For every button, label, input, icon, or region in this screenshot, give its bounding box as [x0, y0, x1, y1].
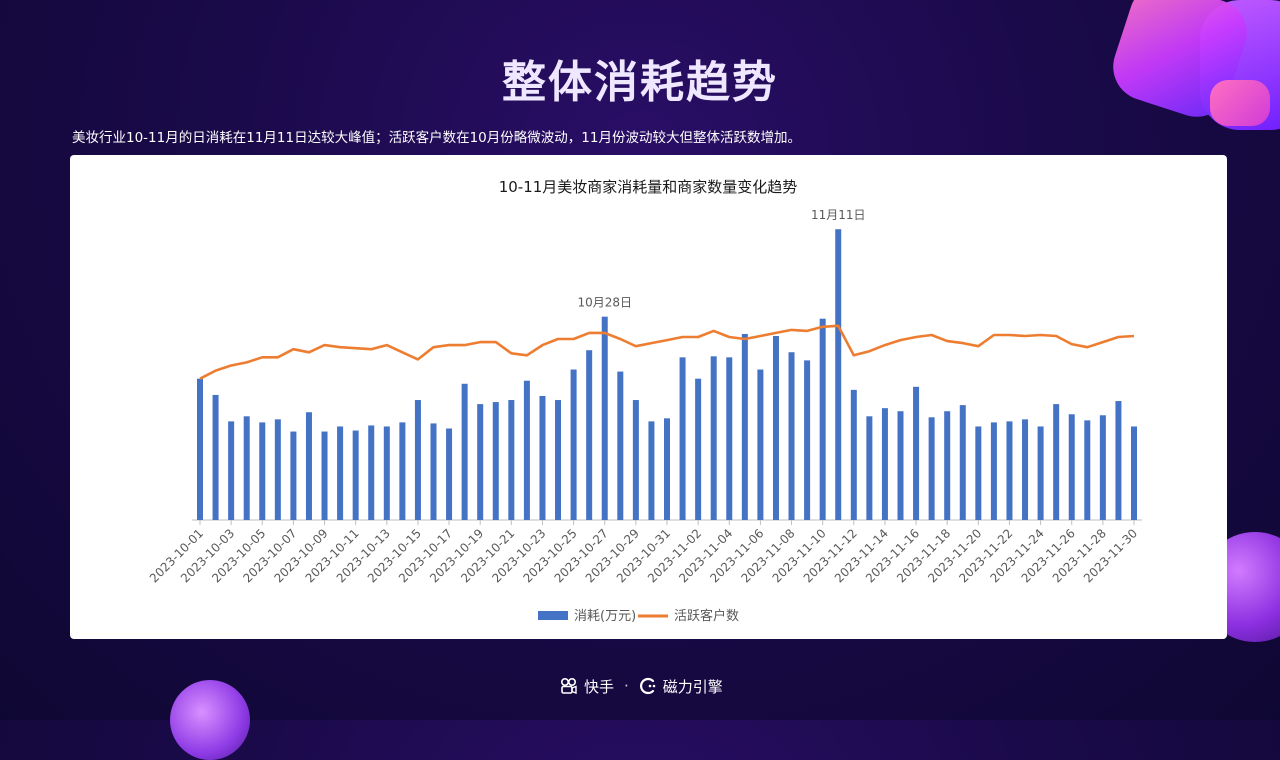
- bar: [586, 350, 593, 520]
- bar: [664, 418, 670, 520]
- bar: [1099, 415, 1106, 520]
- bar: [539, 395, 546, 520]
- bar: [383, 426, 390, 520]
- bar: [508, 400, 515, 520]
- bar: [259, 422, 266, 520]
- bar: [648, 421, 655, 520]
- bar: [601, 316, 608, 520]
- bar: [944, 411, 951, 520]
- footer-brand: 快手 · 磁力引擎: [560, 674, 723, 698]
- legend-label-bar: 消耗(万元): [574, 609, 636, 624]
- bar: [1037, 426, 1044, 520]
- bar: [305, 412, 312, 520]
- bar: [897, 411, 904, 520]
- line-series-active-customers: [199, 324, 1135, 380]
- bar: [352, 430, 359, 520]
- bar: [710, 356, 717, 520]
- bar: [1022, 419, 1029, 520]
- bar: [804, 360, 811, 520]
- bar: [212, 394, 219, 520]
- page-subtitle: 美妆行业10-11月的日消耗在11月11日达较大峰值；活跃客户数在10月份略微波…: [72, 130, 801, 146]
- bar: [913, 386, 920, 520]
- bar: [399, 422, 406, 520]
- bar: [492, 402, 499, 520]
- bar: [243, 416, 250, 520]
- decor-sphere-bottom: [170, 680, 250, 760]
- bar: [757, 369, 764, 520]
- bar: [1068, 414, 1075, 520]
- data-annotation: 10月28日: [577, 296, 632, 310]
- bar: [695, 378, 702, 520]
- bar: [975, 426, 982, 520]
- bar: [477, 404, 484, 520]
- bar: [570, 369, 577, 520]
- decor-shape-small: [1210, 80, 1270, 126]
- bar: [274, 419, 281, 520]
- brand-cili: 磁力引擎: [662, 677, 723, 696]
- bar: [928, 417, 935, 520]
- bar: [197, 378, 203, 520]
- bar: [617, 371, 624, 520]
- bar: [866, 416, 873, 520]
- page-title: 整体消耗趋势: [502, 57, 778, 108]
- legend-swatch-bar: [538, 611, 568, 620]
- chart-card: 10-11月美妆商家消耗量和商家数量变化趋势 2023-10-01 2023-10-…: [70, 155, 1227, 639]
- bar: [632, 400, 639, 520]
- kuaishou-logo-icon: [560, 677, 577, 695]
- legend-label-line: 活跃客户数: [674, 608, 739, 624]
- bar: [1131, 426, 1137, 520]
- bar: [772, 335, 779, 520]
- bar: [819, 318, 826, 520]
- bar: [741, 333, 748, 520]
- bar: [881, 408, 888, 520]
- bar: [368, 425, 375, 520]
- bar: [446, 428, 453, 520]
- bar: [461, 383, 468, 520]
- brand-kuaishou: 快手: [584, 677, 615, 696]
- bar: [959, 405, 966, 520]
- bar: [430, 423, 437, 520]
- bar: [726, 357, 733, 520]
- bar: [1053, 404, 1060, 520]
- bar: [850, 389, 857, 520]
- bar: [228, 421, 235, 520]
- bar: [523, 380, 530, 520]
- bar: [555, 400, 562, 520]
- bar: [1084, 420, 1091, 520]
- cili-engine-logo-icon: [639, 677, 656, 695]
- bar: [835, 229, 842, 520]
- bar: [414, 400, 421, 520]
- bar: [337, 426, 344, 520]
- data-annotation: 11月11日: [811, 208, 866, 222]
- chart-title: 10-11月美妆商家消耗量和商家数量变化趋势: [499, 178, 798, 196]
- bar: [679, 357, 686, 520]
- bar: [290, 431, 297, 520]
- brand-separator: ·: [624, 677, 629, 695]
- bar: [1006, 421, 1013, 520]
- bar: [1115, 401, 1122, 520]
- bar: [990, 422, 997, 520]
- combo-chart: 10-11月美妆商家消耗量和商家数量变化趋势2023-10-012023-10-…: [147, 178, 1142, 624]
- bar: [321, 431, 328, 520]
- bar: [788, 352, 795, 520]
